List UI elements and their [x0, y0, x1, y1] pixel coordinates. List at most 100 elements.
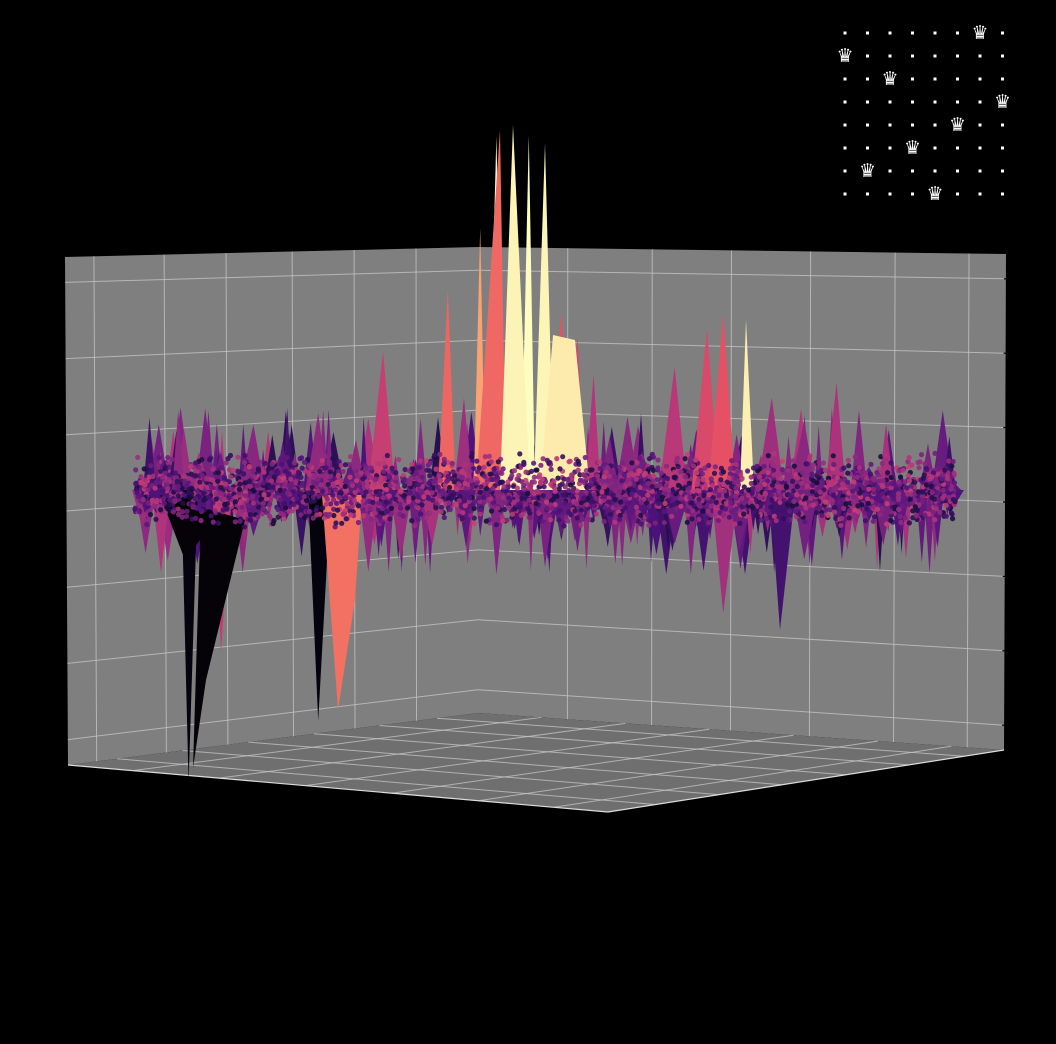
scatter-point	[291, 502, 297, 508]
scatter-point	[568, 511, 574, 518]
scatter-point	[408, 475, 414, 481]
scatter-point	[578, 500, 585, 506]
scatter-point	[854, 486, 860, 492]
scatter-point	[770, 467, 777, 473]
scatter-point	[237, 500, 243, 506]
scatter-point	[267, 501, 273, 507]
board-dot	[888, 31, 892, 35]
scatter-point	[490, 500, 497, 506]
scatter-point	[758, 501, 765, 507]
scatter-point	[340, 511, 346, 517]
scatter-point	[260, 500, 266, 506]
scatter-point	[138, 479, 144, 485]
scatter-point	[376, 500, 382, 506]
scatter-point	[355, 519, 361, 526]
scatter-point	[531, 460, 537, 466]
scatter-point	[655, 465, 661, 471]
scatter-point	[659, 494, 665, 500]
scatter-point	[270, 520, 276, 527]
scatter-point	[704, 502, 710, 508]
scatter-point	[940, 487, 946, 493]
scatter-point	[706, 462, 712, 469]
scatter-point	[825, 512, 831, 519]
scatter-point	[882, 453, 888, 459]
scatter-point	[368, 474, 374, 480]
scatter-point	[239, 504, 245, 510]
scatter-point	[943, 513, 949, 519]
scatter-point	[342, 462, 349, 468]
scatter-point	[250, 500, 256, 506]
scatter-point	[379, 509, 385, 516]
scatter-point	[323, 501, 329, 507]
scatter-point	[864, 480, 870, 486]
scatter-point	[222, 501, 228, 507]
scatter-point	[866, 486, 872, 492]
scatter-point	[936, 497, 942, 503]
scatter-point	[488, 476, 494, 483]
scatter-point	[748, 480, 754, 486]
scatter-point	[242, 511, 248, 517]
scatter-point	[201, 490, 207, 496]
scatter-point	[210, 466, 216, 472]
scatter-point	[210, 500, 216, 506]
board-dot	[978, 54, 982, 58]
scatter-point	[622, 496, 628, 502]
scatter-point	[310, 515, 316, 521]
scatter-point	[405, 505, 411, 511]
scatter-point	[629, 491, 635, 497]
scatter-point	[906, 520, 913, 526]
scatter-point	[246, 478, 252, 484]
grid-line	[65, 339, 479, 360]
scatter-point	[596, 484, 602, 490]
scatter-point	[327, 511, 333, 517]
scatter-point	[514, 485, 521, 491]
scatter-point	[301, 459, 308, 465]
scatter-point	[720, 482, 727, 488]
scatter-point	[364, 479, 370, 485]
scatter-point	[459, 516, 465, 522]
scatter-point	[472, 498, 478, 505]
scatter-point	[788, 492, 794, 498]
scatter-point	[763, 516, 770, 522]
scatter-point	[575, 467, 581, 473]
scatter-point	[442, 482, 448, 488]
scatter-point	[141, 466, 147, 472]
scatter-point	[527, 514, 533, 520]
scatter-point	[343, 488, 350, 494]
scatter-point	[306, 508, 312, 515]
scatter-point	[739, 475, 745, 482]
scatter-point	[693, 457, 699, 463]
scatter-point	[201, 497, 207, 503]
board-dot	[888, 169, 892, 173]
scatter-point	[276, 478, 282, 484]
scatter-point	[951, 470, 957, 476]
scatter-point	[889, 493, 895, 499]
scatter-point	[776, 488, 782, 494]
scatter-point	[175, 506, 181, 512]
scatter-point	[641, 472, 647, 478]
scatter-point	[690, 488, 696, 494]
scatter-point	[335, 472, 341, 478]
scatter-point	[599, 489, 605, 495]
scatter-point	[431, 478, 437, 484]
scatter-point	[606, 499, 612, 505]
scatter-point	[504, 517, 510, 523]
grid-line	[67, 619, 479, 664]
scatter-point	[387, 516, 393, 522]
scatter-point	[377, 484, 383, 490]
scatter-point	[447, 506, 453, 513]
scatter-point	[832, 504, 838, 510]
scatter-point	[495, 459, 501, 465]
scatter-point	[502, 506, 508, 512]
scatter-point	[671, 501, 677, 508]
scatter-point	[790, 458, 796, 464]
scatter-point	[415, 482, 422, 488]
scatter-point	[221, 475, 227, 481]
scatter-point	[548, 517, 554, 523]
scatter-point	[476, 495, 482, 501]
scatter-point	[706, 492, 712, 498]
scatter-point	[754, 513, 760, 519]
scatter-point	[481, 495, 487, 501]
surface-peak	[658, 366, 688, 490]
scatter-point	[833, 515, 839, 522]
